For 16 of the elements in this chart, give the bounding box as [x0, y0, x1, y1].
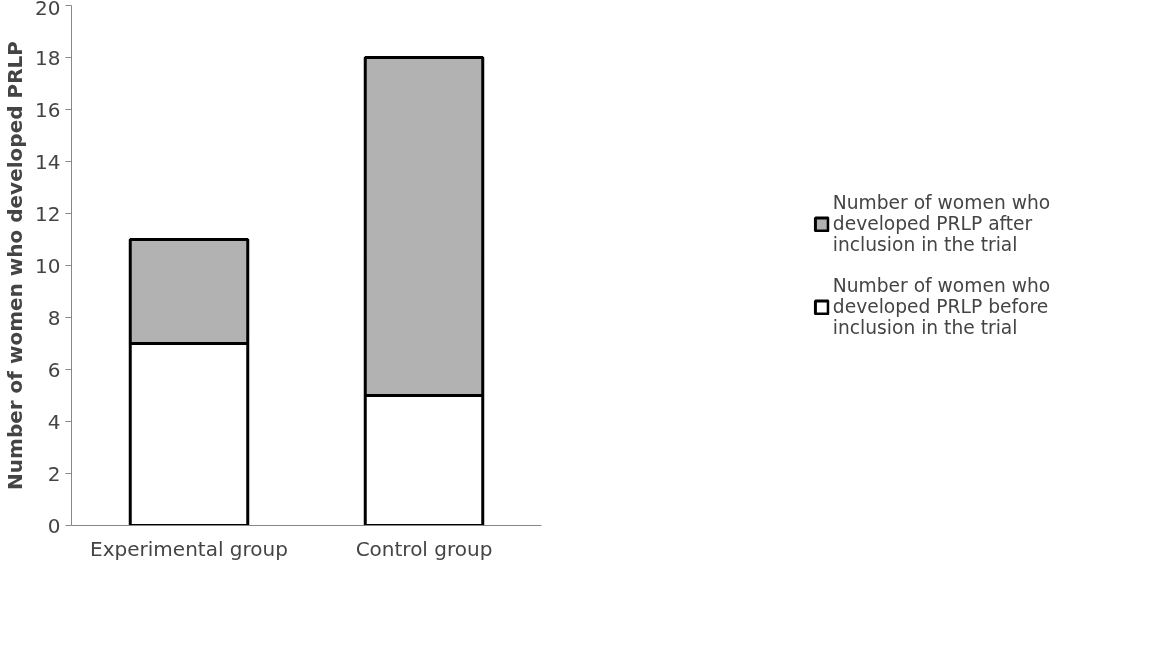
y-tick-label: 6: [47, 357, 61, 382]
y-tick-label: 2: [47, 461, 61, 486]
y-tick-label: 16: [35, 97, 61, 122]
y-tick-label: 4: [47, 409, 61, 434]
y-tick-label: 14: [35, 149, 61, 174]
y-tick-label: 18: [35, 45, 61, 70]
x-tick-label: Control group: [355, 536, 493, 561]
x-tick-label: Experimental group: [90, 536, 288, 561]
y-tick-label: 20: [35, 0, 61, 20]
y-tick-label: 0: [47, 513, 61, 538]
legend-label: Number of women who developed PRLP before inclusion in the trial: [832, 275, 1051, 338]
y-tick-label: 10: [35, 253, 61, 278]
legend-label: Number of women who developed PRLP after inclusion in the trial: [832, 192, 1051, 255]
y-tick-label: 8: [47, 305, 61, 330]
y-tick-label: 12: [35, 201, 61, 226]
y-axis-title: Number of women who developed PRLP: [3, 41, 28, 490]
